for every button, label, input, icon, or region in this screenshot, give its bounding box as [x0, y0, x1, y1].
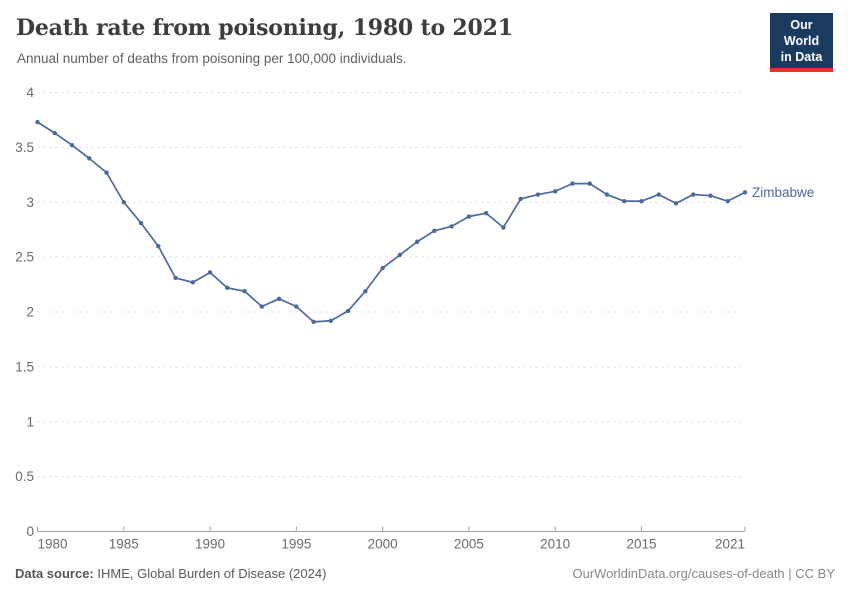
page-title: Death rate from poisoning, 1980 to 2021 — [16, 15, 513, 41]
data-point — [466, 214, 472, 219]
y-tick-label: 1.5 — [15, 359, 34, 374]
y-tick-label: 1 — [26, 414, 34, 429]
x-tick-label: 2000 — [368, 537, 398, 552]
data-point — [311, 319, 316, 325]
chart-subtitle: Annual number of deaths from poisoning p… — [17, 51, 407, 66]
owid-logo: Our World in Data — [770, 13, 833, 72]
x-tick-label: 1995 — [281, 537, 311, 552]
footer-link[interactable]: OurWorldinData.org/causes-of-death | CC … — [572, 566, 835, 581]
data-point — [276, 296, 282, 302]
y-tick-label: 2.5 — [15, 250, 34, 265]
data-point — [380, 265, 385, 271]
data-point — [69, 142, 75, 148]
y-tick-label: 3 — [26, 195, 34, 210]
x-tick-label: 2015 — [626, 537, 656, 552]
data-point — [190, 280, 196, 285]
data-point — [52, 130, 57, 136]
data-point — [483, 211, 489, 216]
x-tick-label: 2021 — [715, 537, 745, 552]
data-point — [104, 170, 109, 175]
data-point — [87, 156, 92, 161]
data-source: Data source: IHME, Global Burden of Dise… — [15, 566, 326, 581]
x-tick-label: 1990 — [195, 537, 225, 552]
data-point — [397, 252, 403, 258]
logo-line1: Our World — [783, 18, 820, 48]
x-tick-label: 1980 — [38, 537, 68, 552]
data-point — [708, 193, 713, 198]
data-point — [156, 243, 161, 249]
data-point — [225, 285, 230, 291]
series-entity-label[interactable]: Zimbabwe — [752, 185, 814, 200]
data-point — [725, 198, 730, 204]
data-point — [742, 190, 748, 195]
data-point — [294, 304, 299, 309]
data-point — [691, 192, 696, 197]
y-tick-label: 0 — [26, 524, 34, 539]
data-point — [432, 228, 437, 233]
data-point — [501, 225, 506, 230]
data-point — [552, 189, 558, 194]
data-point — [35, 119, 40, 125]
data-point — [535, 192, 541, 197]
data-point — [639, 198, 644, 204]
y-tick-label: 3.5 — [15, 140, 34, 155]
data-point — [328, 318, 334, 323]
data-point — [604, 192, 610, 197]
data-point — [673, 201, 679, 206]
logo-line2: in Data — [780, 50, 823, 64]
data-point — [345, 308, 351, 314]
data-point — [414, 239, 420, 244]
y-tick-label: 0.5 — [15, 469, 34, 484]
data-point — [259, 304, 265, 309]
x-tick-label: 1985 — [109, 537, 139, 552]
data-source-text: IHME, Global Burden of Disease (2024) — [93, 566, 327, 581]
x-tick-label: 2010 — [540, 537, 570, 552]
data-point — [518, 196, 523, 202]
data-point — [173, 275, 178, 281]
data-point — [622, 198, 627, 204]
data-point — [242, 288, 247, 294]
data-point — [363, 288, 368, 294]
series-line — [36, 121, 746, 323]
data-point — [656, 192, 661, 197]
data-point — [587, 181, 592, 186]
data-point — [570, 181, 575, 186]
data-point — [138, 220, 144, 226]
data-source-label: Data source: — [15, 566, 94, 581]
data-point — [207, 270, 213, 275]
chart-footer: Data source: IHME, Global Burden of Dise… — [15, 566, 835, 581]
x-tick-label: 2005 — [454, 537, 484, 552]
y-tick-label: 2 — [26, 305, 34, 320]
y-tick-label: 4 — [26, 85, 34, 100]
data-point — [121, 200, 126, 205]
data-point — [449, 224, 454, 229]
